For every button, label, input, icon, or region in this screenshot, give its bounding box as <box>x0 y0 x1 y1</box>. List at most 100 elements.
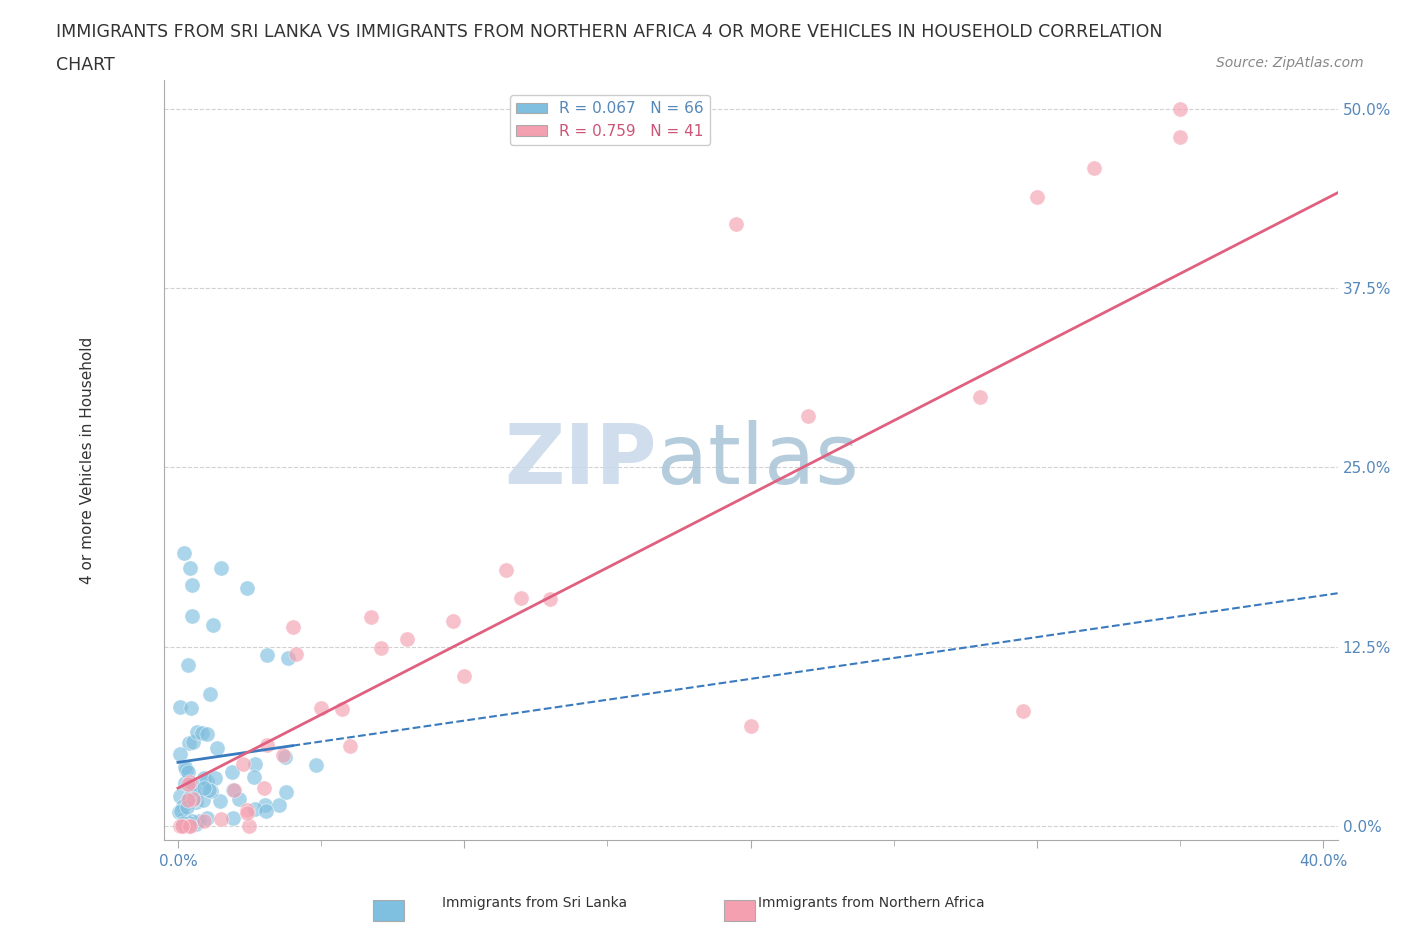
Point <box>256 648 278 663</box>
Point <box>797 408 820 423</box>
Text: CHART: CHART <box>56 56 115 73</box>
Point <box>330 701 353 716</box>
Text: IMMIGRANTS FROM SRI LANKA VS IMMIGRANTS FROM NORTHERN AFRICA 4 OR MORE VEHICLES : IMMIGRANTS FROM SRI LANKA VS IMMIGRANTS … <box>56 23 1163 41</box>
Legend: R = 0.067   N = 66, R = 0.759   N = 41: R = 0.067 N = 66, R = 0.759 N = 41 <box>510 96 710 145</box>
Point <box>188 813 211 828</box>
Point <box>170 818 193 833</box>
Point <box>222 811 245 826</box>
Point <box>177 658 200 672</box>
Point <box>186 795 208 810</box>
Point <box>193 792 215 807</box>
Point <box>1026 190 1049 205</box>
Point <box>177 764 200 779</box>
Point <box>173 810 195 825</box>
Point <box>181 777 204 791</box>
Point <box>181 578 204 592</box>
Point <box>360 609 382 624</box>
Point <box>1011 704 1033 719</box>
Point <box>180 701 202 716</box>
Point <box>173 818 195 833</box>
Point <box>281 619 304 634</box>
Point <box>179 818 201 833</box>
Point <box>184 789 207 804</box>
Point <box>254 797 277 812</box>
Point <box>176 800 198 815</box>
Point <box>305 757 328 772</box>
Point <box>179 775 201 790</box>
Point <box>177 736 200 751</box>
Point <box>183 780 205 795</box>
Point <box>309 701 332 716</box>
Point <box>538 592 561 607</box>
Point <box>740 718 762 733</box>
Point <box>495 563 517 578</box>
Point <box>441 613 464 628</box>
Point <box>183 791 205 806</box>
Point <box>232 756 254 771</box>
Point <box>167 804 190 819</box>
Point <box>224 782 246 797</box>
Point <box>172 817 194 831</box>
Point <box>209 812 232 827</box>
Point <box>186 724 208 739</box>
Point <box>198 782 221 797</box>
Point <box>180 608 202 623</box>
Point <box>173 546 195 561</box>
Point <box>184 817 207 831</box>
Point <box>169 818 191 833</box>
Point <box>395 631 418 646</box>
Point <box>174 776 197 790</box>
Point <box>269 798 291 813</box>
Point <box>195 727 218 742</box>
Point <box>204 771 226 786</box>
Point <box>221 764 243 779</box>
Point <box>177 818 200 833</box>
Point <box>170 804 193 818</box>
Point <box>339 738 361 753</box>
Point <box>238 818 260 833</box>
Text: Immigrants from Northern Africa: Immigrants from Northern Africa <box>758 896 986 910</box>
Point <box>277 650 299 665</box>
Point <box>183 792 205 807</box>
Point <box>193 770 215 785</box>
Point <box>181 783 204 798</box>
Point <box>969 389 991 404</box>
Point <box>177 777 200 791</box>
Point <box>177 790 200 805</box>
Point <box>172 799 194 814</box>
Point <box>169 747 191 762</box>
Point <box>228 791 250 806</box>
Point <box>256 804 278 818</box>
Point <box>209 561 232 576</box>
Point <box>284 646 307 661</box>
Text: atlas: atlas <box>657 419 859 500</box>
Point <box>1168 101 1191 116</box>
Point <box>725 216 748 231</box>
Point <box>179 561 201 576</box>
Point <box>191 725 214 740</box>
Point <box>174 760 197 775</box>
Point <box>1168 130 1191 145</box>
Point <box>205 740 228 755</box>
Point <box>235 806 257 821</box>
Point <box>177 792 200 807</box>
Point <box>370 641 392 656</box>
Point <box>183 785 205 800</box>
Text: 4 or more Vehicles in Household: 4 or more Vehicles in Household <box>80 337 94 584</box>
Point <box>195 811 218 826</box>
Point <box>235 580 257 595</box>
Point <box>197 773 219 788</box>
Point <box>172 816 194 830</box>
Point <box>256 737 278 752</box>
Point <box>276 784 298 799</box>
Text: Source: ZipAtlas.com: Source: ZipAtlas.com <box>1216 56 1364 70</box>
Point <box>200 784 222 799</box>
Point <box>177 816 200 830</box>
Point <box>236 803 259 817</box>
Point <box>198 686 221 701</box>
Point <box>169 789 191 804</box>
Text: Immigrants from Sri Lanka: Immigrants from Sri Lanka <box>441 896 627 910</box>
Point <box>174 763 197 777</box>
Point <box>201 618 224 632</box>
Point <box>169 699 191 714</box>
